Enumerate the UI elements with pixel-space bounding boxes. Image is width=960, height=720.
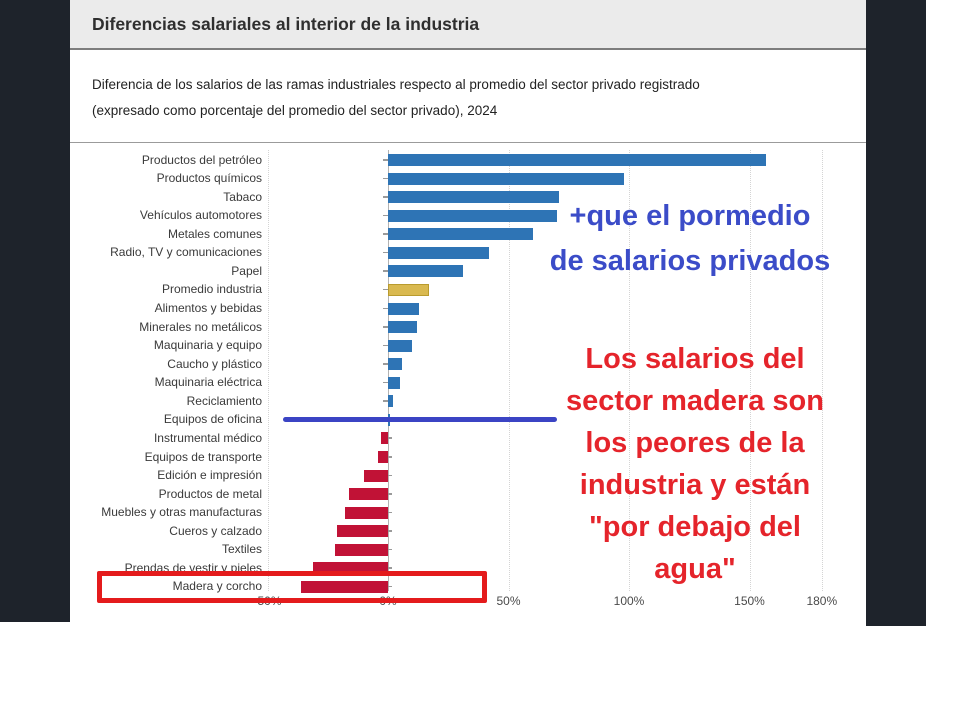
subtitle-line-2: (expresado como porcentaje del promedio … [92,103,498,118]
blue-annotation: +que el pormedio de salarios privados [538,194,842,284]
report-subtitle: Diferencia de los salarios de las ramas … [92,72,846,124]
report-header: Diferencias salariales al interior de la… [70,0,866,50]
header-divider [70,142,866,143]
blue-annotation-line: de salarios privados [549,245,831,277]
red-annotation-line: los peores de la [585,427,805,459]
red-annotation-line: "por debajo del [589,511,801,543]
red-annotation-line: agua" [654,553,736,585]
blue-annotation-line: +que el pormedio [569,200,811,232]
blue-underline [283,417,557,422]
red-annotation-line: sector madera son [566,385,824,417]
red-highlight-box [97,571,487,603]
red-annotation-line: industria y están [579,469,811,501]
subtitle-line-1: Diferencia de los salarios de las ramas … [92,77,700,92]
app-background-left [0,0,70,622]
red-annotation: Los salarios del sector madera son los peo… [548,338,842,590]
report-panel: Diferencias salariales al interior de la… [70,0,866,623]
red-annotation-line: Los salarios del [585,343,805,375]
report-title: Diferencias salariales al interior de la… [92,14,480,34]
app-background-right [866,0,926,626]
